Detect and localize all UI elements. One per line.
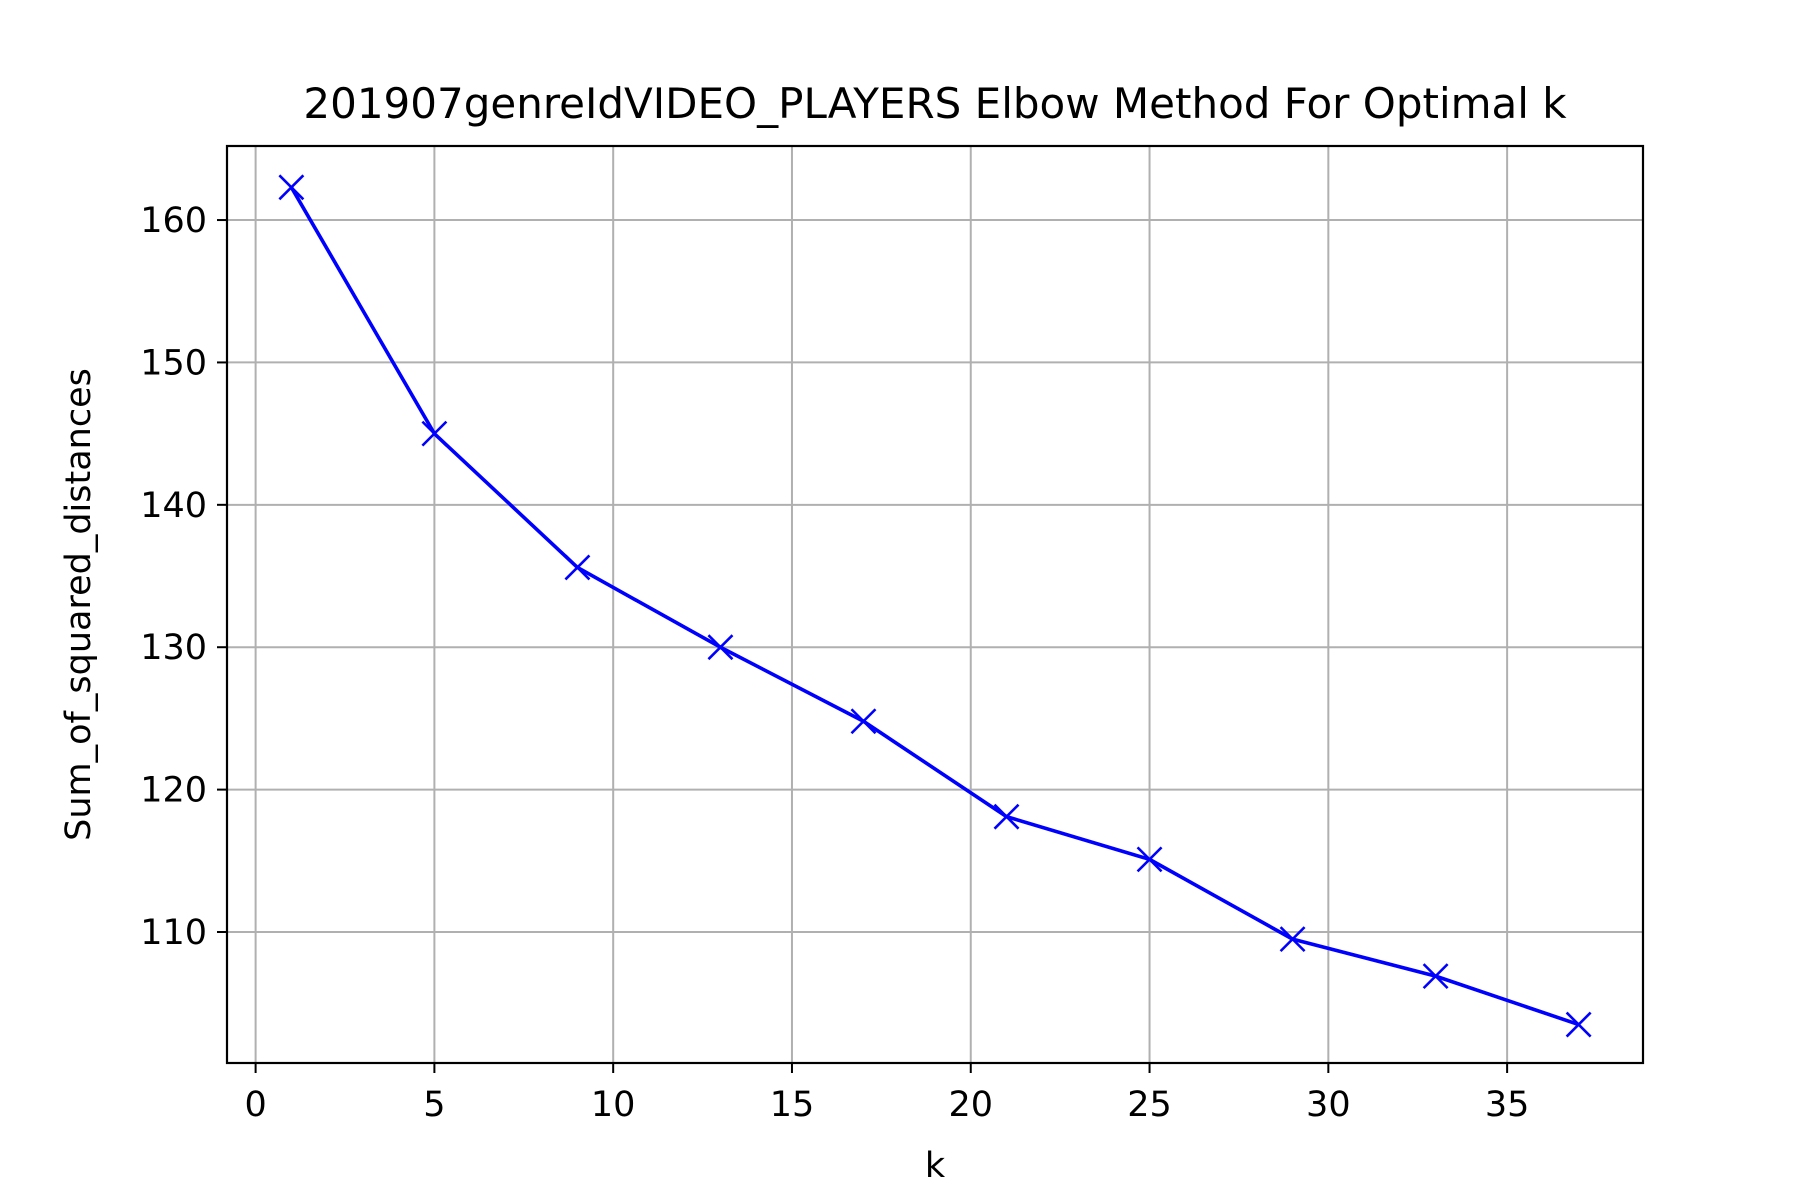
data-point-marker bbox=[1136, 846, 1163, 873]
grid bbox=[227, 146, 1643, 1063]
series-line bbox=[289, 186, 1580, 1027]
data-point-marker bbox=[1565, 1011, 1592, 1038]
data-point-marker bbox=[1422, 963, 1449, 990]
data-point-marker bbox=[1279, 926, 1306, 953]
x-axis-label: k bbox=[925, 1146, 946, 1186]
data-point-marker bbox=[564, 554, 591, 581]
x-tick-label: 0 bbox=[244, 1085, 266, 1125]
plot-frame bbox=[225, 144, 1645, 1065]
x-tick-label: 35 bbox=[1485, 1085, 1530, 1125]
series-line-layer bbox=[289, 186, 1580, 1027]
x-tick-label: 10 bbox=[591, 1085, 636, 1125]
data-point-marker bbox=[707, 634, 734, 661]
marker-layer bbox=[278, 174, 1592, 1038]
y-tick-label: 120 bbox=[140, 771, 207, 811]
data-point-marker bbox=[278, 174, 305, 201]
x-tick-label: 5 bbox=[423, 1085, 445, 1125]
y-tick-label: 150 bbox=[140, 343, 207, 383]
y-tick-label: 140 bbox=[140, 486, 207, 526]
y-tick-label: 110 bbox=[140, 913, 207, 953]
tick-labels: 0 5 10 15 20 25 30 35 110 120 130 140 150 160 bbox=[140, 201, 1529, 1125]
data-point-marker bbox=[850, 708, 877, 735]
y-tick-label: 160 bbox=[140, 201, 207, 241]
chart-title: 201907genreIdVIDEO_PLAYERS Elbow Method … bbox=[303, 79, 1567, 128]
x-tick-label: 25 bbox=[1127, 1085, 1172, 1125]
x-tick-label: 30 bbox=[1306, 1085, 1351, 1125]
y-axis-label: Sum_of_squared_distances bbox=[59, 368, 99, 841]
data-point-marker bbox=[421, 420, 448, 447]
ticks bbox=[217, 219, 1509, 1073]
y-tick-label: 130 bbox=[140, 628, 207, 668]
data-point-marker bbox=[993, 803, 1020, 830]
x-tick-label: 20 bbox=[948, 1085, 993, 1125]
x-tick-label: 15 bbox=[770, 1085, 815, 1125]
